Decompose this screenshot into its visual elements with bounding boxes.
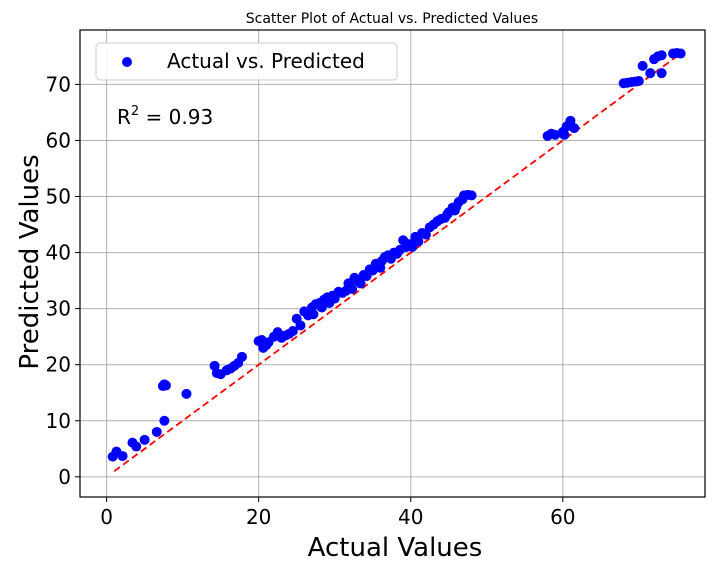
y-tick-label: 0 <box>58 465 71 489</box>
data-point <box>656 50 667 61</box>
data-point <box>645 68 656 79</box>
r-squared-annotation: R2 = 0.93 <box>117 104 213 129</box>
data-point <box>295 320 306 331</box>
x-tick-label: 60 <box>550 505 575 529</box>
axis-ticks: 0 20 40 60 0 10 20 30 40 50 60 70 <box>46 72 576 529</box>
data-point <box>159 415 170 426</box>
legend-label: Actual vs. Predicted <box>167 49 365 73</box>
data-point <box>308 309 319 320</box>
data-point <box>151 426 162 437</box>
data-point <box>181 388 192 399</box>
y-tick-label: 50 <box>46 185 71 209</box>
legend: Actual vs. Predicted <box>95 42 398 81</box>
reference-line-group <box>113 55 678 472</box>
plot-frame <box>79 29 706 498</box>
data-point <box>139 434 150 445</box>
data-point <box>117 451 128 462</box>
data-point <box>559 129 570 140</box>
data-point <box>656 68 667 79</box>
data-points <box>107 47 686 462</box>
data-point <box>675 48 686 59</box>
data-point <box>347 284 358 295</box>
data-point <box>413 236 424 247</box>
legend-box <box>95 42 398 81</box>
y-axis-label: Predicted Values <box>15 154 45 369</box>
data-point <box>316 302 327 313</box>
chart-title: Scatter Plot of Actual vs. Predicted Val… <box>246 11 538 27</box>
x-tick-label: 0 <box>100 505 113 529</box>
data-point <box>131 441 142 452</box>
data-point <box>550 129 561 140</box>
r-squared-value: = 0.93 <box>139 105 213 129</box>
reference-line <box>113 55 678 472</box>
grid-lines <box>80 30 705 497</box>
data-point <box>633 76 644 87</box>
data-point <box>355 278 366 289</box>
y-tick-label: 10 <box>46 409 71 433</box>
data-point <box>466 190 477 201</box>
r-squared-prefix: R <box>117 105 131 129</box>
x-tick-label: 40 <box>398 505 423 529</box>
x-tick-label: 20 <box>246 505 271 529</box>
data-point <box>637 60 648 71</box>
data-point <box>160 380 171 391</box>
y-tick-label: 60 <box>46 128 71 152</box>
y-tick-label: 30 <box>46 297 71 321</box>
r-squared-sup: 2 <box>131 104 139 119</box>
y-tick-label: 20 <box>46 353 71 377</box>
data-point <box>236 351 247 362</box>
y-tick-label: 40 <box>46 241 71 265</box>
x-axis-label: Actual Values <box>308 533 483 563</box>
legend-marker <box>122 57 132 67</box>
data-point <box>569 123 580 134</box>
y-tick-label: 70 <box>46 72 71 96</box>
data-point <box>287 326 298 337</box>
